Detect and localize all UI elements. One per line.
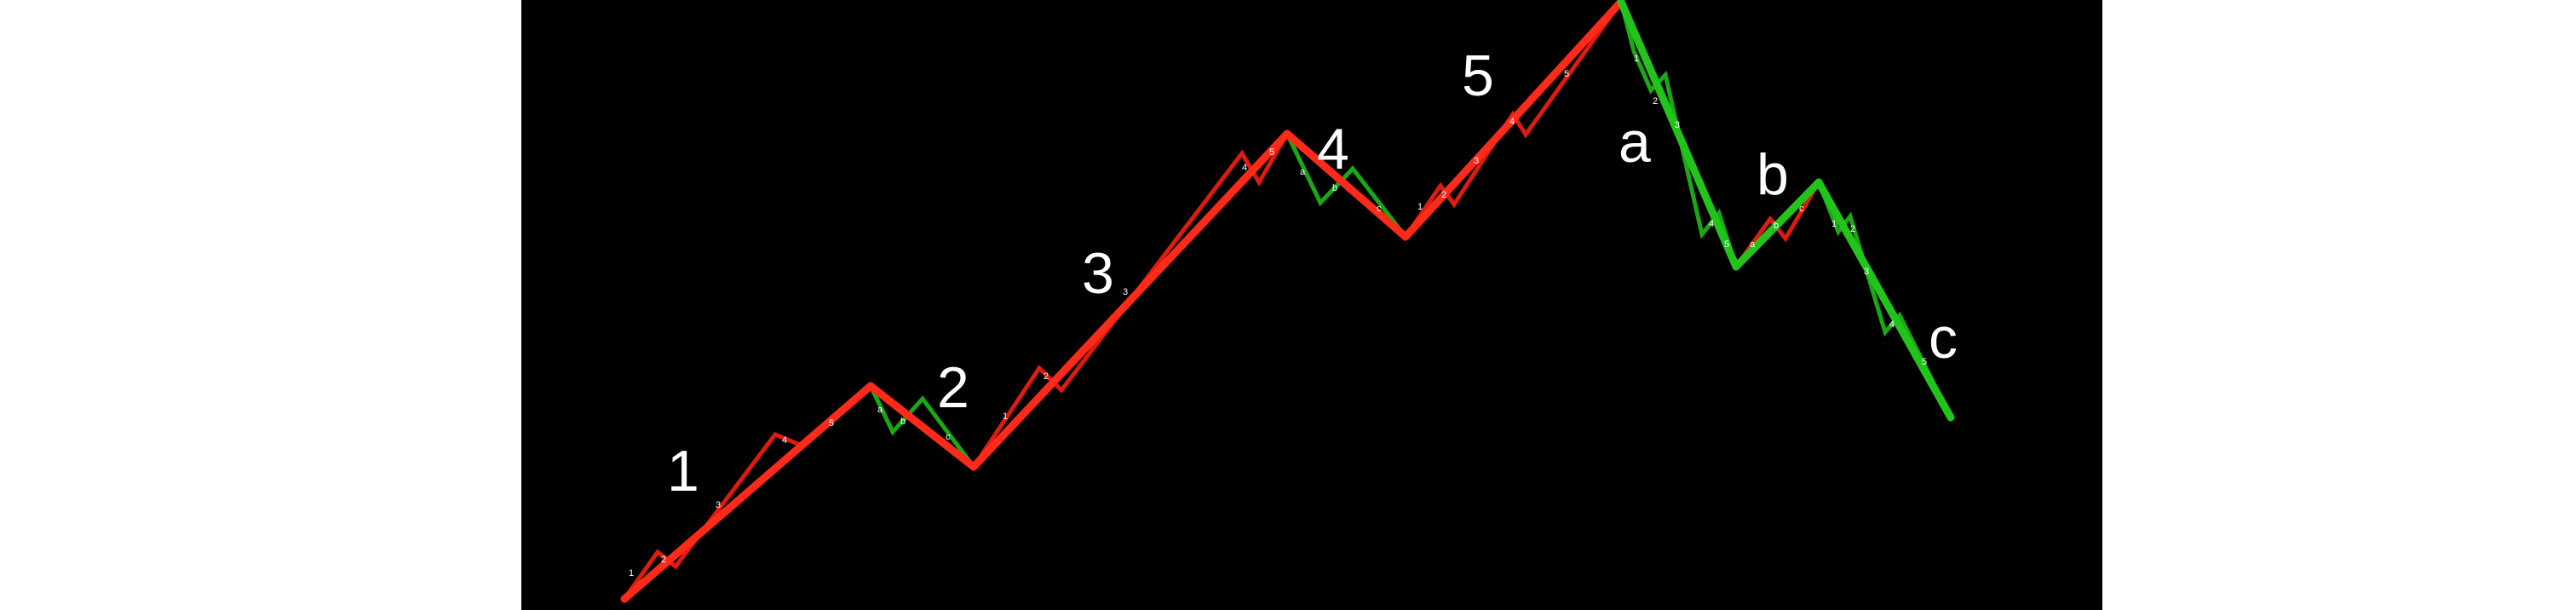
sub-label: 1 bbox=[629, 568, 634, 578]
sub-label: 4 bbox=[1242, 163, 1247, 173]
sub-label: b bbox=[900, 417, 906, 427]
wave3-line bbox=[969, 129, 1291, 471]
wave5-label: 5 bbox=[1462, 43, 1494, 108]
main-waves bbox=[620, 0, 1955, 603]
sub-label: 2 bbox=[1044, 371, 1049, 382]
sub-label: 3 bbox=[1123, 287, 1128, 297]
sub-label: b bbox=[1774, 221, 1779, 231]
waveA-label: a bbox=[1619, 110, 1651, 175]
sub-label: 1 bbox=[1417, 202, 1423, 212]
sub-label: 5 bbox=[1922, 357, 1927, 367]
wave5-subwaves bbox=[1403, 0, 1624, 239]
sub-label: 4 bbox=[1889, 319, 1895, 330]
sub-label: 3 bbox=[1675, 120, 1680, 130]
wave2-label: 2 bbox=[937, 355, 969, 420]
sub-label: 5 bbox=[1564, 69, 1569, 79]
sub-wave-labels: 1 2 3 4 5 a b c 1 2 3 4 5 a b c 1 2 3 4 … bbox=[629, 54, 1927, 578]
sub-label: a bbox=[1300, 167, 1306, 177]
sub-label: 4 bbox=[1709, 219, 1714, 229]
sub-label: a bbox=[1750, 239, 1756, 250]
sub-label: 2 bbox=[661, 555, 666, 565]
waveA-line bbox=[1617, 0, 1740, 271]
wave-labels: 1 2 3 4 5 a b c bbox=[667, 43, 1958, 504]
sub-label: 1 bbox=[1831, 219, 1837, 229]
sub-label: 4 bbox=[1509, 117, 1515, 127]
sub-label: 2 bbox=[1850, 224, 1855, 234]
wave4-subwaves bbox=[1285, 132, 1407, 239]
waveC-label: c bbox=[1929, 306, 1958, 371]
sub-label: c bbox=[1799, 204, 1804, 214]
sub-label: a bbox=[877, 405, 883, 415]
sub-label: 3 bbox=[1474, 156, 1479, 166]
wave5-line bbox=[1401, 0, 1625, 241]
wave3-subwaves bbox=[971, 132, 1290, 469]
waveA-subwaves bbox=[1619, 1, 1739, 268]
wave3-label: 3 bbox=[1082, 241, 1114, 306]
wave2-line bbox=[866, 382, 978, 471]
sub-label: 5 bbox=[1724, 239, 1729, 250]
wave4-label: 4 bbox=[1317, 117, 1349, 181]
wave1-label: 1 bbox=[667, 439, 699, 504]
wave1-line bbox=[620, 382, 875, 603]
sub-label: 2 bbox=[1653, 96, 1658, 106]
sub-label: 2 bbox=[1441, 190, 1446, 200]
sub-label: 3 bbox=[716, 500, 721, 510]
diagram-panel bbox=[521, 0, 2102, 610]
waveC-line bbox=[1814, 178, 1955, 422]
waveB-label: b bbox=[1757, 142, 1789, 207]
sub-label: 3 bbox=[1864, 267, 1869, 277]
wave4-line bbox=[1283, 129, 1410, 241]
sub-label: c bbox=[946, 432, 951, 442]
sub-label: 5 bbox=[829, 418, 834, 429]
sub-label: c bbox=[1377, 204, 1382, 214]
sub-label: 1 bbox=[1003, 411, 1008, 422]
sub-label: 5 bbox=[1269, 147, 1274, 158]
sub-label: 1 bbox=[1634, 54, 1639, 64]
sub-label: 4 bbox=[782, 435, 787, 446]
waveB-line bbox=[1732, 178, 1823, 271]
sub-label: b bbox=[1332, 183, 1337, 193]
